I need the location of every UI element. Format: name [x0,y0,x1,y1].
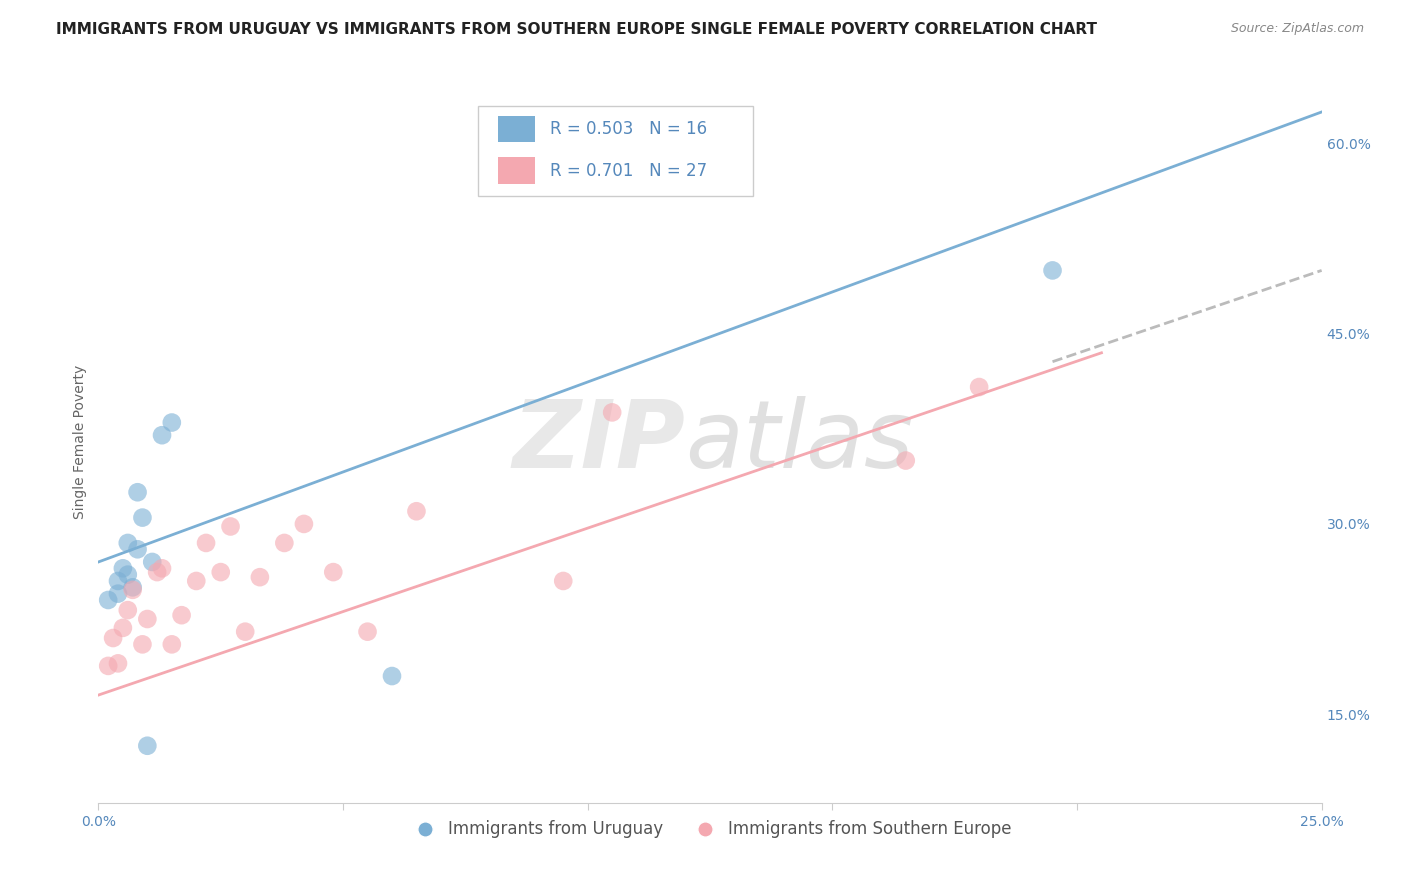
Point [107,657,129,671]
Point [121,582,143,597]
Point [186,574,208,588]
Point [117,536,139,550]
Point [1042,263,1064,277]
Point [97,593,120,607]
Point [195,536,218,550]
Point [131,510,153,524]
FancyBboxPatch shape [478,105,752,196]
Point [101,631,124,645]
Text: Source: ZipAtlas.com: Source: ZipAtlas.com [1230,22,1364,36]
Point [381,669,404,683]
Point [117,603,139,617]
Point [136,739,159,753]
Point [121,580,143,594]
Legend: Immigrants from Uruguay, Immigrants from Southern Europe: Immigrants from Uruguay, Immigrants from… [402,814,1018,845]
Text: R = 0.701   N = 27: R = 0.701 N = 27 [550,161,707,179]
Point [170,608,193,623]
Point [405,504,427,518]
Text: atlas: atlas [686,396,914,487]
Point [273,536,295,550]
Point [249,570,271,584]
Point [894,453,917,467]
Point [967,380,990,394]
Point [97,659,120,673]
Point [127,542,149,557]
Point [107,574,129,588]
Point [233,624,256,639]
Point [136,612,159,626]
Point [160,637,183,651]
Point [600,405,623,419]
Point [107,587,129,601]
Point [111,621,134,635]
Point [146,565,169,579]
Point [111,561,134,575]
Point [127,485,149,500]
Point [356,624,378,639]
Point [150,428,173,442]
Point [117,567,139,582]
Text: ZIP: ZIP [513,395,686,488]
Point [150,561,173,575]
Point [553,574,575,588]
Point [219,519,242,533]
Point [160,416,183,430]
Point [131,637,153,651]
Text: IMMIGRANTS FROM URUGUAY VS IMMIGRANTS FROM SOUTHERN EUROPE SINGLE FEMALE POVERTY: IMMIGRANTS FROM URUGUAY VS IMMIGRANTS FR… [56,22,1097,37]
Bar [498,157,536,184]
Text: R = 0.503   N = 16: R = 0.503 N = 16 [550,120,707,138]
Point [322,565,344,579]
Bar [498,116,536,143]
Point [141,555,163,569]
Y-axis label: Single Female Poverty: Single Female Poverty [73,365,87,518]
Point [209,565,232,579]
Point [292,516,315,531]
